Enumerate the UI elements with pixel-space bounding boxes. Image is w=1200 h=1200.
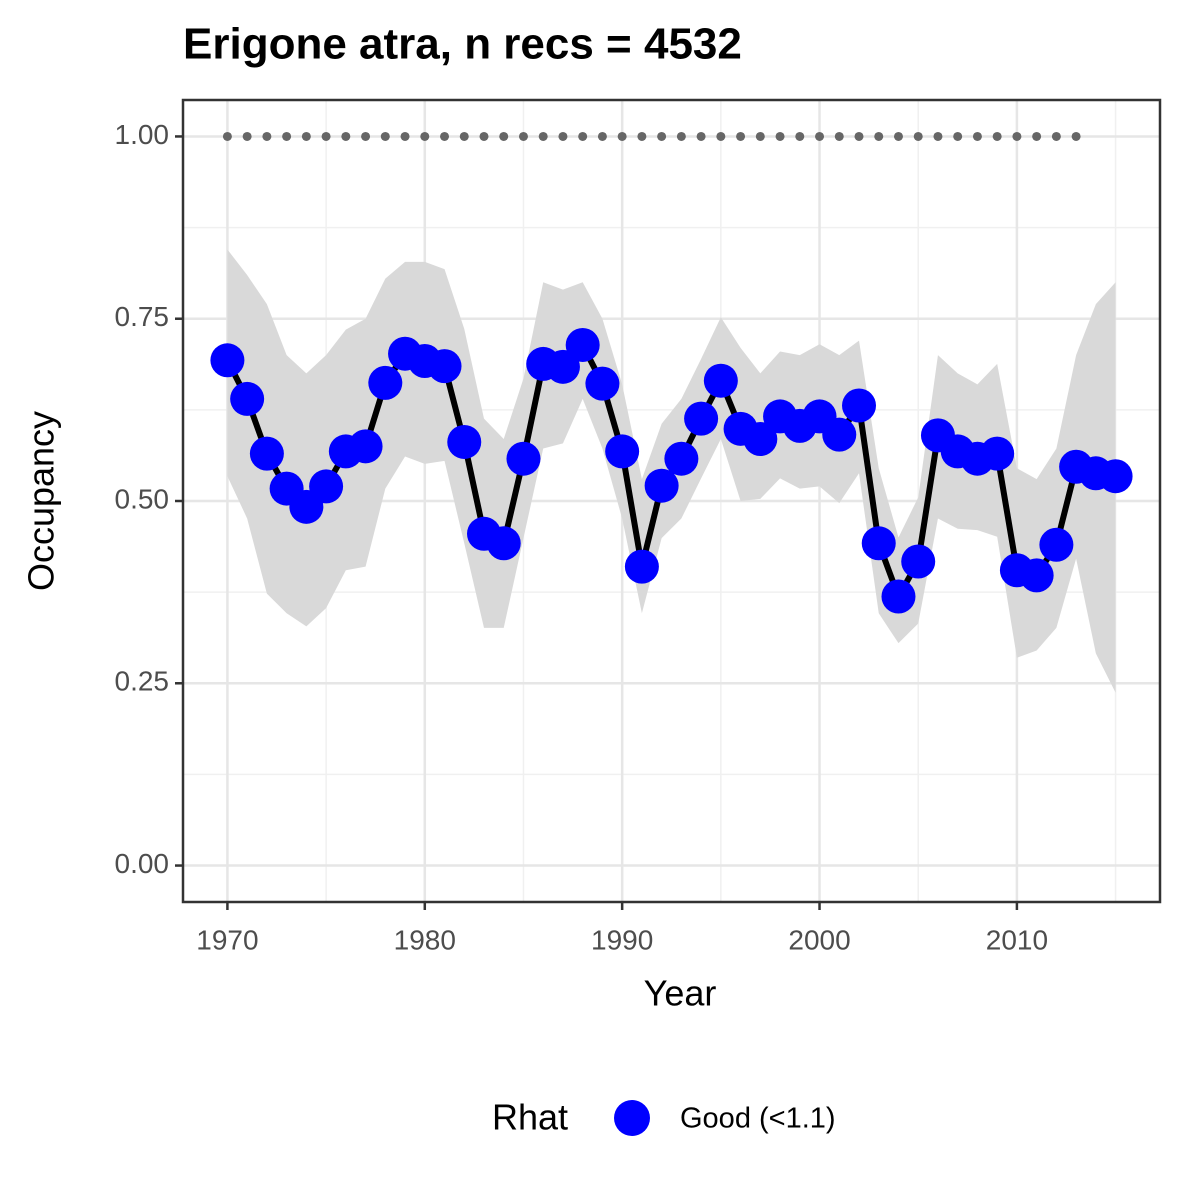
reference-point (617, 131, 627, 141)
point (309, 469, 344, 504)
reference-point (834, 131, 844, 141)
point (427, 349, 462, 384)
reference-point (676, 131, 686, 141)
reference-point (597, 131, 607, 141)
point (644, 468, 679, 503)
reference-point (262, 131, 272, 141)
point (684, 401, 719, 436)
point (368, 365, 403, 400)
x-tick-label: 1970 (196, 924, 258, 955)
point (545, 349, 580, 384)
reference-point (992, 131, 1002, 141)
y-tick-label: 0.50 (115, 483, 170, 514)
point (881, 579, 916, 614)
point (980, 436, 1015, 471)
reference-point (933, 131, 943, 141)
point (842, 388, 877, 423)
reference-point (301, 131, 311, 141)
point (901, 544, 936, 579)
point (605, 434, 640, 469)
reference-point (578, 131, 588, 141)
point (861, 526, 896, 561)
reference-point (459, 131, 469, 141)
reference-point (321, 131, 331, 141)
y-tick-label: 1.00 (115, 119, 170, 150)
reference-point (518, 131, 528, 141)
point (210, 343, 245, 378)
reference-point (893, 131, 903, 141)
reference-point (953, 131, 963, 141)
reference-point (775, 131, 785, 141)
reference-point (755, 131, 765, 141)
point (822, 417, 857, 452)
reference-point (242, 131, 252, 141)
reference-point (736, 131, 746, 141)
reference-point (1032, 131, 1042, 141)
point (703, 363, 738, 398)
reference-point (440, 131, 450, 141)
reference-point (972, 131, 982, 141)
point (230, 381, 265, 416)
reference-point (499, 131, 509, 141)
y-tick-label: 0.00 (115, 848, 170, 879)
point (348, 429, 383, 464)
point (1039, 527, 1074, 562)
point (624, 549, 659, 584)
reference-point (1051, 131, 1061, 141)
reference-point (1071, 131, 1081, 141)
y-tick-label: 0.25 (115, 666, 170, 697)
point (447, 424, 482, 459)
point (506, 441, 541, 476)
reference-point (1012, 131, 1022, 141)
x-axis-title: Year (644, 973, 717, 1014)
reference-point (716, 131, 726, 141)
point (664, 441, 699, 476)
reference-point (874, 131, 884, 141)
legend-label: Good (<1.1) (680, 1103, 836, 1135)
reference-point (222, 131, 232, 141)
reference-point (341, 131, 351, 141)
reference-point (913, 131, 923, 141)
reference-point (282, 131, 292, 141)
legend-title: Rhat (492, 1097, 568, 1138)
point (743, 422, 778, 457)
reference-point (657, 131, 667, 141)
reference-point (479, 131, 489, 141)
x-tick-label: 2010 (986, 924, 1048, 955)
point (1019, 558, 1054, 593)
reference-point (400, 131, 410, 141)
chart-title: Erigone atra, n recs = 4532 (183, 20, 742, 69)
x-tick-label: 1980 (394, 924, 456, 955)
reference-point (420, 131, 430, 141)
y-axis-title: Occupancy (21, 411, 62, 591)
reference-point (380, 131, 390, 141)
reference-point (558, 131, 568, 141)
reference-point (795, 131, 805, 141)
y-tick-label: 0.75 (115, 301, 170, 332)
x-tick-label: 2000 (788, 924, 850, 955)
reference-point (854, 131, 864, 141)
legend-swatch (614, 1100, 650, 1136)
reference-point (637, 131, 647, 141)
x-tick-label: 1990 (591, 924, 653, 955)
reference-point (538, 131, 548, 141)
reference-point (361, 131, 371, 141)
point (486, 526, 521, 561)
point (565, 327, 600, 362)
point (585, 366, 620, 401)
reference-point (696, 131, 706, 141)
point (249, 436, 284, 471)
reference-point (815, 131, 825, 141)
point (1098, 459, 1133, 494)
